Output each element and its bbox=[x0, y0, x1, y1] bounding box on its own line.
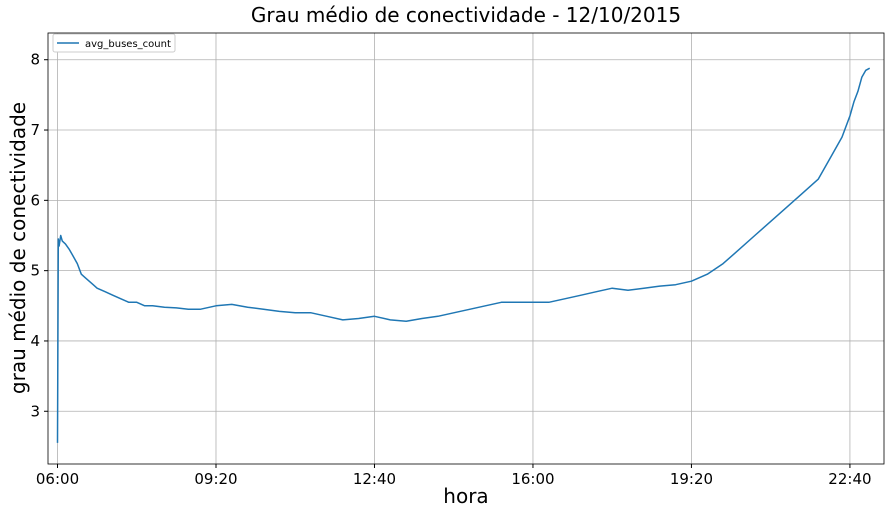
x-tick-label: 06:00 bbox=[36, 470, 79, 488]
legend-label: avg_buses_count bbox=[85, 39, 171, 50]
grid bbox=[48, 33, 884, 464]
y-tick-label: 4 bbox=[30, 332, 40, 350]
x-tick-label: 09:20 bbox=[194, 470, 237, 488]
y-axis-label: grau médio de conectividade bbox=[6, 102, 30, 394]
series-line-avg-buses-count bbox=[56, 67, 871, 443]
y-tick-label: 8 bbox=[30, 51, 40, 69]
chart-title: Grau médio de conectividade - 12/10/2015 bbox=[251, 3, 681, 27]
x-tick-label: 16:00 bbox=[511, 470, 554, 488]
y-tick-label: 5 bbox=[30, 262, 40, 280]
x-axis: 06:00 09:20 12:40 16:00 19:20 22:40 bbox=[36, 464, 872, 488]
legend: avg_buses_count bbox=[52, 33, 176, 53]
y-tick-label: 7 bbox=[30, 121, 40, 139]
x-tick-label: 22:40 bbox=[828, 470, 871, 488]
x-tick-label: 12:40 bbox=[353, 470, 396, 488]
legend-box bbox=[52, 33, 176, 53]
x-axis-label: hora bbox=[443, 484, 488, 508]
x-tick-label: 19:20 bbox=[670, 470, 713, 488]
y-tick-label: 6 bbox=[30, 191, 40, 209]
y-axis: 3 4 5 6 7 8 bbox=[30, 51, 48, 420]
plot-frame bbox=[47, 32, 885, 465]
y-tick-label: 3 bbox=[30, 402, 40, 420]
